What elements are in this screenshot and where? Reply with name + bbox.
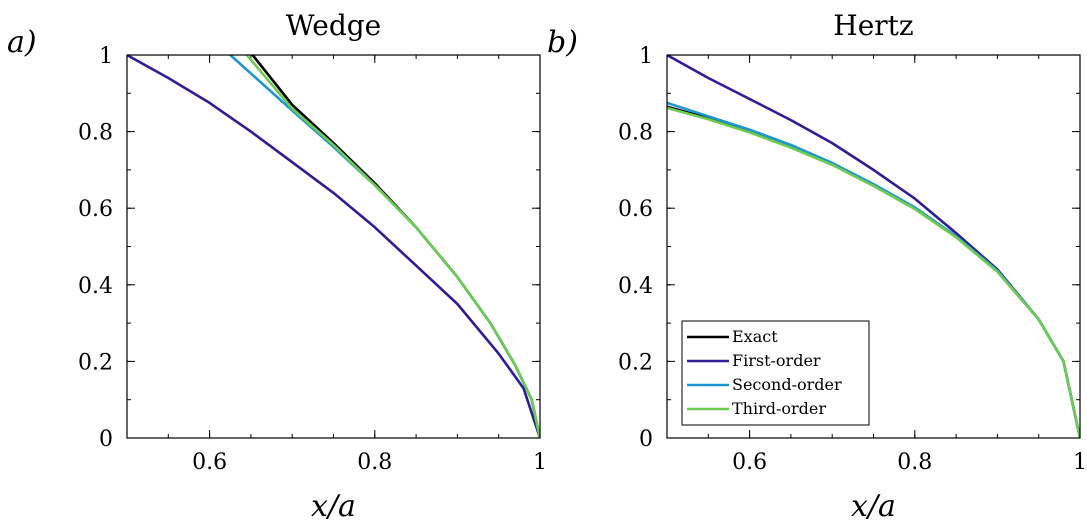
y-tick-label: 0.2 bbox=[618, 350, 653, 375]
y-tick-label: 0 bbox=[99, 427, 113, 452]
y-tick-label: 1 bbox=[639, 44, 653, 69]
y-tick-label: 0.2 bbox=[78, 350, 113, 375]
legend-entry: Third-order bbox=[732, 399, 826, 418]
y-tick-label: 0.8 bbox=[618, 121, 653, 146]
chart-title: Wedge bbox=[286, 9, 381, 42]
x-tick-label: 0.8 bbox=[897, 450, 932, 475]
chart-panel-1: 0.6 0.8 1 0 0.2 0.4 0.6 0.8 1 Wedge x/a a) bbox=[7, 9, 547, 524]
y-tick-label: 1 bbox=[99, 44, 113, 69]
x-axis-label: x/a bbox=[311, 489, 356, 524]
x-tick-label: 1 bbox=[1073, 450, 1087, 475]
y-tick-label: 0.8 bbox=[78, 121, 113, 146]
x-tick-label: 1 bbox=[533, 450, 547, 475]
x-tick-label: 0.6 bbox=[192, 450, 227, 475]
legend: Exact First-order Second-order Third-order bbox=[681, 320, 870, 426]
series-line-third-order bbox=[667, 106, 1080, 438]
axes-frame bbox=[126, 54, 541, 439]
panel-label: b) bbox=[547, 25, 578, 60]
legend-entry: First-order bbox=[732, 351, 821, 370]
legend-entry: Exact bbox=[732, 327, 778, 346]
legend-box bbox=[681, 320, 870, 426]
chart-panel-2: 0.6 0.8 1 0 0.2 0.4 0.6 0.8 1 Hertz x/a b) Exact Firs… bbox=[547, 9, 1087, 524]
x-tick-label: 0.6 bbox=[732, 450, 767, 475]
y-tick-label: 0.4 bbox=[618, 274, 653, 299]
series-line-first-order bbox=[127, 55, 540, 438]
y-tick-label: 0.6 bbox=[618, 197, 653, 222]
y-tick-label: 0.4 bbox=[78, 274, 113, 299]
series-line-third-order bbox=[245, 55, 540, 438]
chart-title: Hertz bbox=[833, 9, 913, 42]
panel-label: a) bbox=[7, 25, 37, 60]
y-tick-label: 0.6 bbox=[78, 197, 113, 222]
x-axis-label: x/a bbox=[851, 489, 896, 524]
y-tick-label: 0 bbox=[639, 427, 653, 452]
legend-entry: Second-order bbox=[732, 375, 842, 394]
series-line-second-order bbox=[229, 55, 540, 438]
x-tick-label: 0.8 bbox=[357, 450, 392, 475]
axes-frame bbox=[666, 54, 1081, 439]
